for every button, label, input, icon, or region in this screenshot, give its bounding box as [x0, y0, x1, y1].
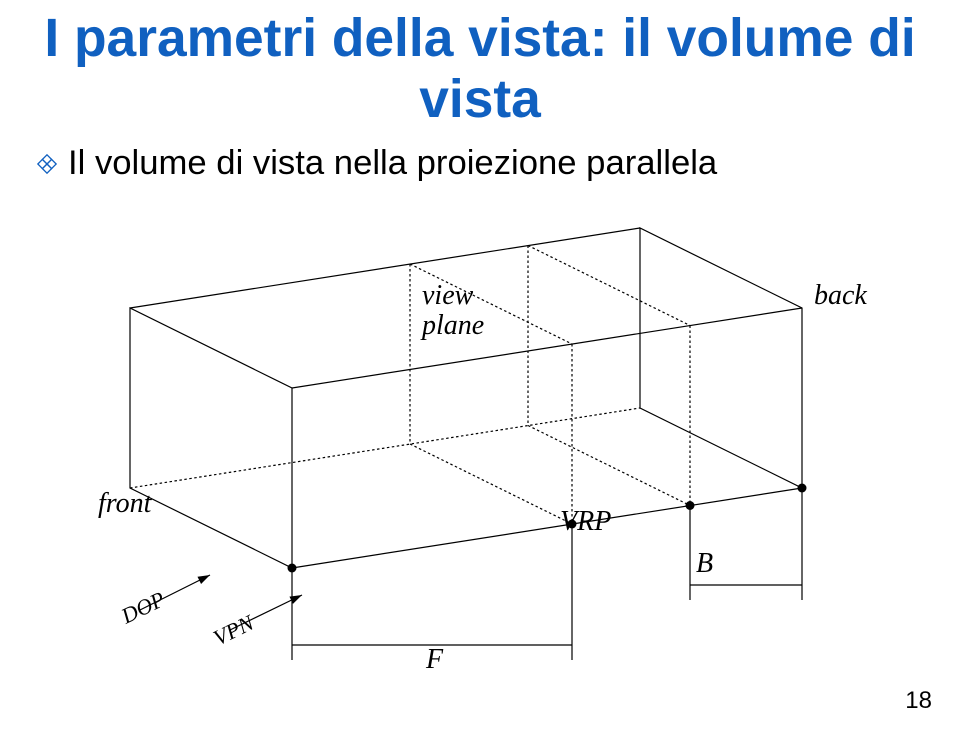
- diamond-bullet-icon: [36, 153, 58, 175]
- svg-text:VPN: VPN: [209, 609, 258, 650]
- title-line-1: I parametri della vista: il volume di: [44, 9, 915, 68]
- svg-text:view: view: [422, 280, 474, 311]
- bullet-item: Il volume di vista nella proiezione para…: [36, 144, 717, 183]
- svg-text:F: F: [425, 644, 444, 675]
- view-volume-diagram: front back viewplane VRP DOP VPN F B: [80, 220, 900, 690]
- svg-text:front: front: [98, 488, 153, 519]
- page-title: I parametri della vista: il volume di vi…: [0, 8, 960, 131]
- diagram-svg: front back viewplane VRP DOP VPN F B: [80, 220, 900, 690]
- svg-text:back: back: [814, 280, 867, 311]
- svg-text:B: B: [696, 548, 713, 579]
- bullet-text: Il volume di vista nella proiezione para…: [68, 144, 717, 183]
- svg-text:plane: plane: [420, 310, 484, 341]
- svg-text:VRP: VRP: [560, 506, 611, 537]
- svg-text:DOP: DOP: [116, 586, 169, 629]
- page-number: 18: [905, 687, 932, 715]
- title-line-2: vista: [419, 70, 541, 129]
